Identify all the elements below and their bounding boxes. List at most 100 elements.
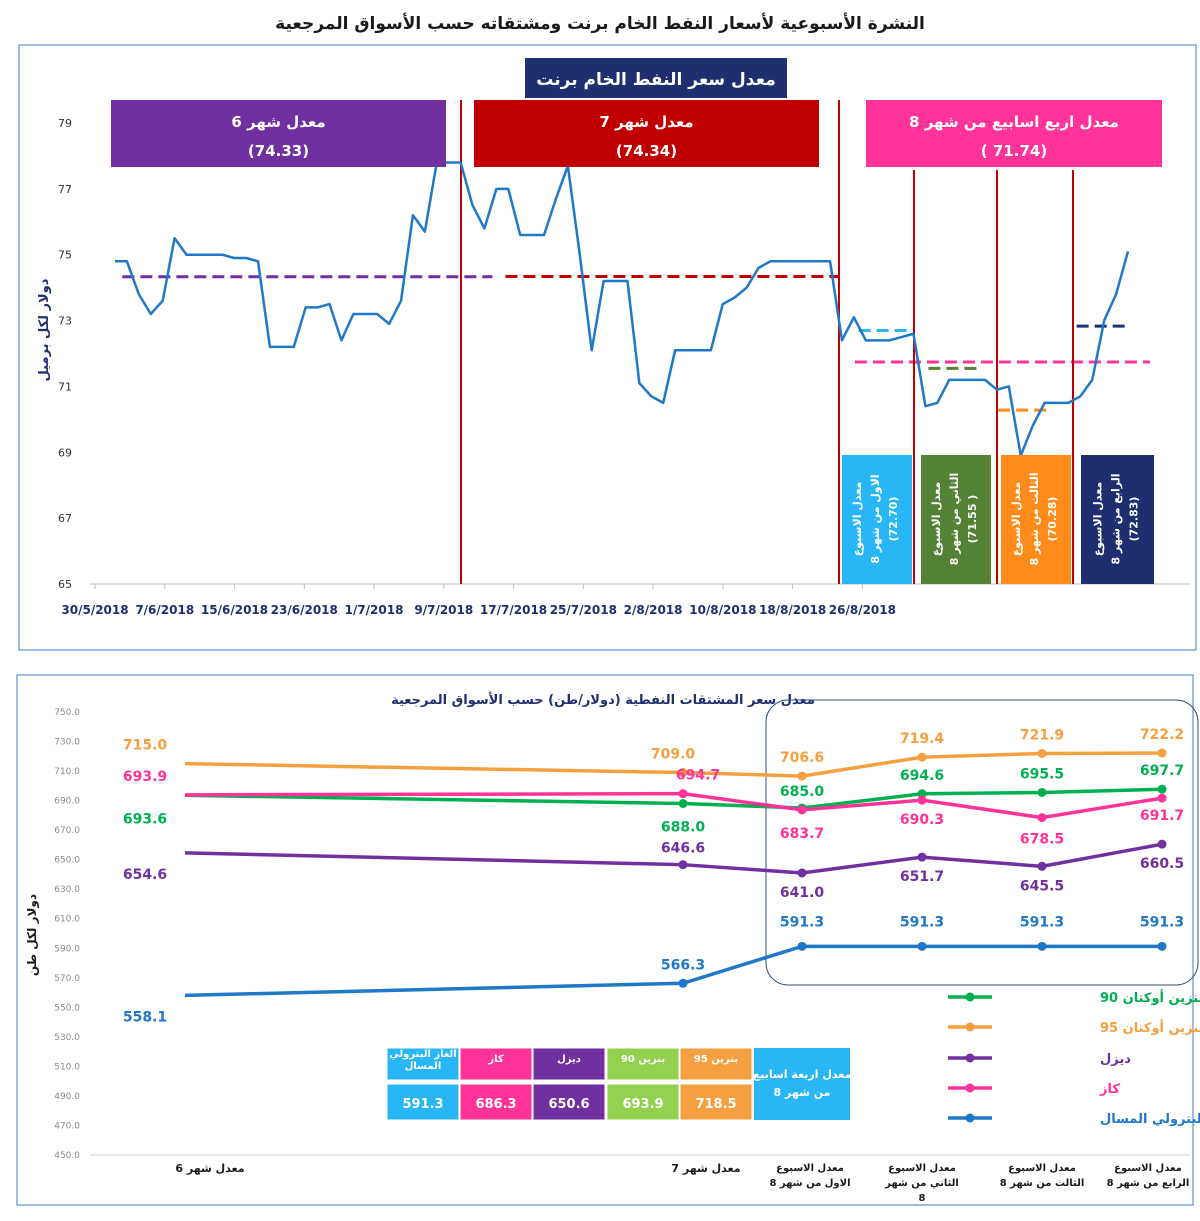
- octane90-data-label: 693.6: [123, 811, 167, 827]
- octane95-data-label: 722.2: [1140, 727, 1184, 743]
- week2-box-value: (71.55 ): [966, 495, 979, 544]
- brent-x-tick: 30/5/2018: [61, 603, 128, 617]
- summary-col-header: [386, 1047, 460, 1081]
- gas-point: [797, 805, 807, 815]
- gas-point: [1037, 813, 1047, 823]
- legend-octane95-label: بنزين أوكتان 95: [1100, 1019, 1200, 1036]
- diesel-point: [1157, 839, 1167, 849]
- summary-value-cell: [532, 1083, 606, 1121]
- summary-value: 591.3: [402, 1097, 443, 1112]
- lpg-data-label: 558.1: [123, 1009, 167, 1025]
- brent-chart-title-box: [525, 58, 787, 98]
- week3-box-text: معدل الاسبوع الثالث من شهر 8 (70.28): [1010, 472, 1059, 565]
- lpg-data-label: 566.3: [661, 957, 705, 973]
- derivatives-y-tick: 530.0: [54, 1033, 80, 1043]
- octane90-data-label: 688.0: [661, 820, 706, 836]
- diesel-data-label: 646.6: [661, 841, 705, 857]
- brent-x-tick: 1/7/2018: [345, 603, 404, 617]
- summary-value: 686.3: [475, 1097, 516, 1112]
- octane95-point: [797, 771, 807, 781]
- derivatives-x-tick-label: معدل شهر 7: [671, 1162, 740, 1175]
- derivatives-y-tick: 510.0: [54, 1062, 80, 1072]
- gas-data-label: 691.7: [1140, 808, 1184, 824]
- lpg-point: [1037, 941, 1047, 951]
- octane90-line: [184, 787, 1163, 810]
- derivatives-x-tick-label: معدل شهر 6: [175, 1162, 244, 1175]
- diesel-data-label: 651.7: [900, 869, 944, 885]
- month6-box: [111, 100, 446, 167]
- brent-price-line: [115, 161, 1130, 457]
- gas-point: [678, 789, 688, 799]
- week2-box-label-2: الثاني من شهر 8: [948, 473, 961, 566]
- week3-box-label-1: معدل الاسبوع: [1010, 482, 1023, 556]
- derivatives-y-tick: 750.0: [54, 708, 80, 718]
- summary-col-header-label: ديزل: [557, 1054, 581, 1065]
- derivatives-y-tick: 690.0: [54, 797, 80, 807]
- summary-row-header: [754, 1048, 850, 1120]
- octane95-data-label: 709.0: [651, 747, 696, 763]
- derivatives-x-tick: معدل شهر 7: [671, 1162, 740, 1175]
- week3-box: [1001, 455, 1071, 584]
- lpg-data-label: 591.3: [780, 914, 824, 930]
- month7-box-label: معدل شهر 7: [599, 113, 693, 131]
- gas-data-label: 693.9: [123, 769, 167, 785]
- summary-value-cell: [606, 1083, 680, 1121]
- derivatives-y-tick: 490.0: [54, 1092, 80, 1102]
- octane90-data-label: 697.7: [1140, 763, 1184, 779]
- summary-value: 718.5: [695, 1097, 736, 1112]
- brent-y-tick: 75: [58, 249, 72, 262]
- gas-data-label: 694.7: [676, 768, 720, 784]
- week4-box-value: (72.83): [1128, 497, 1141, 542]
- brent-x-tick: 18/8/2018: [759, 603, 826, 617]
- week1-box: [842, 455, 912, 584]
- summary-col-header: [532, 1047, 606, 1081]
- octane95-data-label: 706.6: [780, 750, 824, 766]
- week3-box-label-2: الثالث من شهر 8: [1028, 472, 1041, 565]
- week4-box-label-2: الرابع من شهر 8: [1110, 474, 1123, 565]
- lpg-point: [678, 978, 688, 988]
- derivatives-y-tick: 670.0: [54, 826, 80, 836]
- week4-box-text: معدل الاسبوع الرابع من شهر 8 (72.83): [1092, 474, 1141, 565]
- derivatives-chart-frame: [16, 674, 1194, 1206]
- derivatives-x-tick: معدل الاسبوع الرابع من شهر 8: [1107, 1163, 1190, 1189]
- derivatives-chart-title: معدل سعر المشتقات النفطية (دولار/طن) حسب…: [391, 691, 815, 708]
- legend-gas-marker: [965, 1083, 975, 1093]
- month6-box-value: (74.33): [248, 142, 309, 160]
- octane90-data-label: 695.5: [1020, 766, 1064, 782]
- diesel-data-label: 641.0: [780, 885, 825, 901]
- legend-lpg-label: الغاز البترولي المسال: [1100, 1112, 1200, 1127]
- summary-col-header-label: الغاز البترولي: [389, 1049, 456, 1060]
- month8-box-value: ( 71.74): [981, 142, 1047, 160]
- gas-point: [917, 795, 927, 805]
- brent-chart-frame: [18, 44, 1197, 651]
- octane95-data-label: 715.0: [123, 738, 168, 754]
- derivatives-y-tick: 470.0: [54, 1121, 80, 1131]
- derivatives-x-tick-label: معدل الاسبوع: [1008, 1163, 1076, 1174]
- summary-col-header-label: المسال: [405, 1061, 442, 1072]
- legend-gas-label: كاز: [1099, 1082, 1120, 1097]
- derivatives-x-tick: معدل الاسبوع الثالث من شهر 8: [1000, 1163, 1085, 1189]
- legend-octane90-marker: [965, 992, 975, 1002]
- month7-box-value: (74.34): [616, 142, 677, 160]
- summary-col-header: [679, 1047, 753, 1081]
- week4-box-label-1: معدل الاسبوع: [1092, 482, 1105, 556]
- derivatives-x-tick-label: 8: [919, 1193, 926, 1204]
- brent-chart-ylabel: دولار لكل برميل: [37, 278, 52, 381]
- legend-octane90-label: بنزين أوكتان 90: [1100, 989, 1200, 1006]
- summary-col-header-label: بنزين 95: [694, 1054, 738, 1065]
- month8-box-label: معدل اربع اسابيع من شهر 8: [909, 113, 1119, 131]
- brent-x-tick: 2/8/2018: [624, 603, 683, 617]
- brent-x-tick: 17/7/2018: [480, 603, 547, 617]
- week3-box-value: (70.28): [1046, 497, 1059, 542]
- brent-y-tick: 73: [58, 315, 72, 328]
- gas-line: [184, 791, 1163, 820]
- brent-y-tick: 65: [58, 578, 72, 591]
- week-highlight-box: [765, 699, 1199, 986]
- octane95-point: [1157, 748, 1167, 758]
- derivatives-x-tick: معدل الاسبوع الاول من شهر 8: [769, 1163, 850, 1189]
- derivatives-chart-ylabel: دولار لكل طن: [25, 894, 40, 976]
- brent-x-tick: 9/7/2018: [414, 603, 473, 617]
- derivatives-x-tick-label: الرابع من شهر 8: [1107, 1178, 1190, 1189]
- octane95-point: [678, 768, 688, 778]
- brent-x-tick: 15/6/2018: [201, 603, 268, 617]
